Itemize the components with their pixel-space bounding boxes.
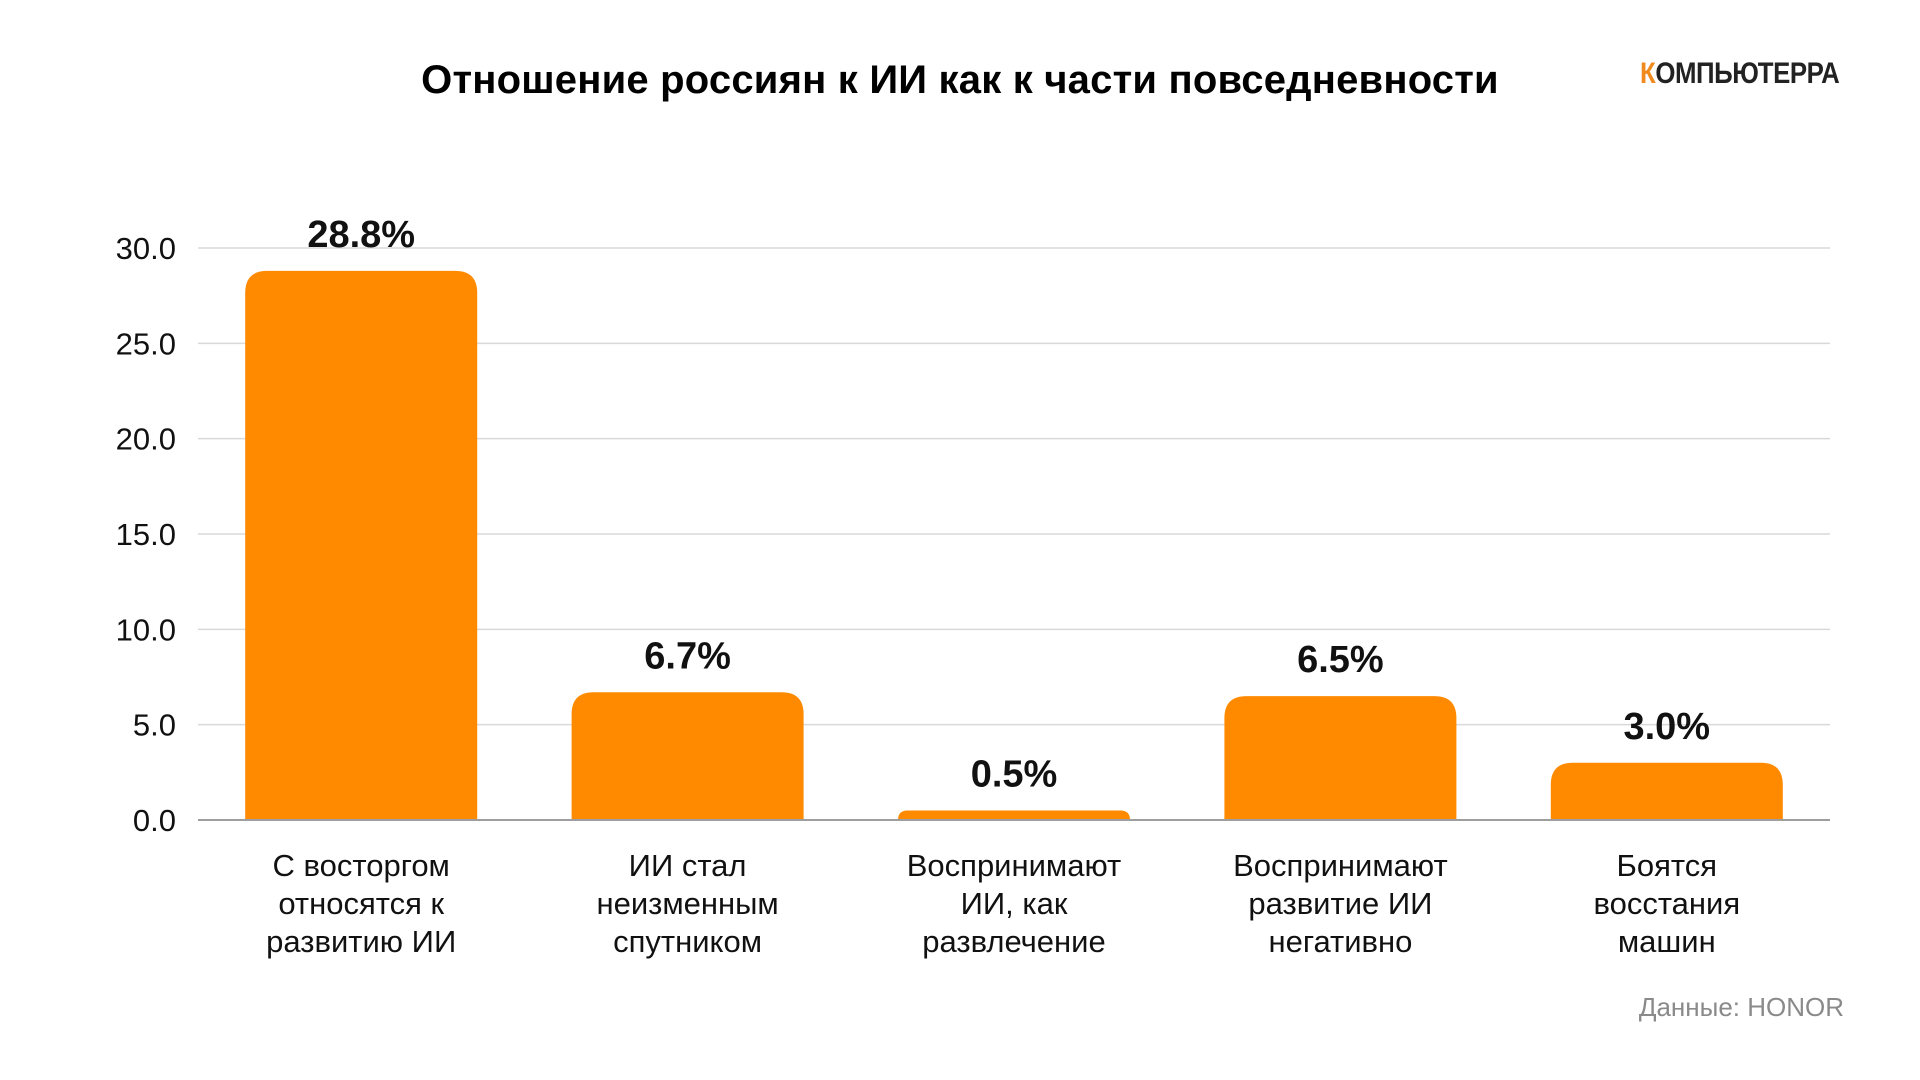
bar-value-label: 6.7% xyxy=(644,635,731,677)
bar-value-label: 28.8% xyxy=(307,214,415,256)
y-tick-label: 10.0 xyxy=(116,612,176,647)
x-category-label: машин xyxy=(1618,924,1716,959)
y-tick-label: 0.0 xyxy=(133,803,176,838)
y-tick-label: 5.0 xyxy=(133,708,176,743)
y-tick-label: 20.0 xyxy=(116,422,176,457)
bar xyxy=(245,270,478,820)
y-tick-label: 30.0 xyxy=(116,231,176,266)
chart-title: Отношение россиян к ИИ как к части повсе… xyxy=(421,58,1499,102)
bar xyxy=(571,692,804,820)
x-category-label: развитие ИИ xyxy=(1248,886,1432,921)
y-tick-label: 25.0 xyxy=(116,326,176,361)
bar xyxy=(1550,762,1783,820)
logo-wordmark: ОМПЬЮТЕРРА xyxy=(1655,57,1840,90)
x-category-label: Боятся xyxy=(1617,848,1718,883)
x-category-label: относятся к xyxy=(278,886,444,921)
bar-value-label: 3.0% xyxy=(1623,706,1710,748)
x-category-label: негативно xyxy=(1268,924,1412,959)
bar xyxy=(1224,696,1457,820)
y-tick-label: 15.0 xyxy=(116,517,176,552)
x-category-label: Воспринимают xyxy=(907,848,1122,883)
x-category-label: восстания xyxy=(1593,886,1740,921)
brand-logo: КОМПЬЮТЕРРА xyxy=(1640,56,1840,92)
bars xyxy=(245,270,1783,820)
x-category-label: ИИ стал xyxy=(629,848,747,883)
x-category-label: неизменным xyxy=(596,886,778,921)
x-category-label: С восторгом xyxy=(273,848,450,883)
y-axis-ticks: 0.0 5.0 10.0 15.0 20.0 25.0 30.0 xyxy=(116,231,176,838)
bar-value-label: 6.5% xyxy=(1297,639,1384,681)
bar xyxy=(898,810,1130,820)
logo-accent-letter: К xyxy=(1640,57,1656,90)
x-category-label: спутником xyxy=(613,924,762,959)
bar-value-label: 0.5% xyxy=(971,753,1058,795)
source-note: Данные: HONOR xyxy=(1638,992,1844,1022)
x-category-label: ИИ, как xyxy=(961,886,1068,921)
x-category-label: развлечение xyxy=(922,924,1105,959)
x-category-label: развитию ИИ xyxy=(266,924,456,959)
value-labels: 28.8% 6.7% 0.5% 6.5% 3.0% xyxy=(307,214,1710,796)
x-category-label: Воспринимают xyxy=(1233,848,1448,883)
